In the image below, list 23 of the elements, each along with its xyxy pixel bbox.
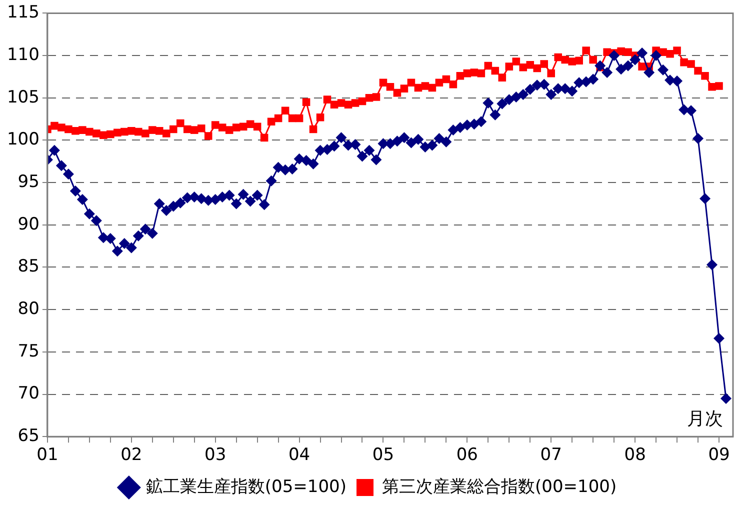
x-tick-label: 03 [204, 445, 226, 466]
y-tick-label: 110 [6, 44, 40, 65]
x-tick-label: 07 [540, 445, 562, 466]
y-tick-label: 90 [18, 214, 40, 234]
legend-label: 第三次産業総合指数(00=100) [382, 476, 617, 497]
y-tick-label: 105 [6, 87, 40, 108]
y-tick-label: 95 [18, 172, 40, 192]
legend-label: 鉱工業生産指数(05=100) [146, 476, 347, 497]
y-tick-label: 85 [18, 256, 40, 277]
x-tick-label: 06 [456, 445, 478, 466]
x-tick-label: 01 [36, 445, 58, 466]
x-tick-label: 02 [120, 445, 142, 466]
x-tick-label: 05 [372, 445, 394, 466]
annotation: 月次 [687, 408, 723, 430]
y-tick-label: 70 [18, 384, 40, 404]
y-tick-label: 115 [6, 2, 40, 23]
y-tick-label: 100 [6, 130, 40, 150]
y-tick-label: 80 [18, 299, 40, 319]
x-tick-label: 09 [708, 445, 730, 466]
x-tick-label: 08 [624, 445, 646, 466]
y-tick-label: 65 [18, 426, 40, 446]
y-tick-label: 75 [18, 341, 40, 362]
x-tick-label: 04 [288, 445, 310, 466]
